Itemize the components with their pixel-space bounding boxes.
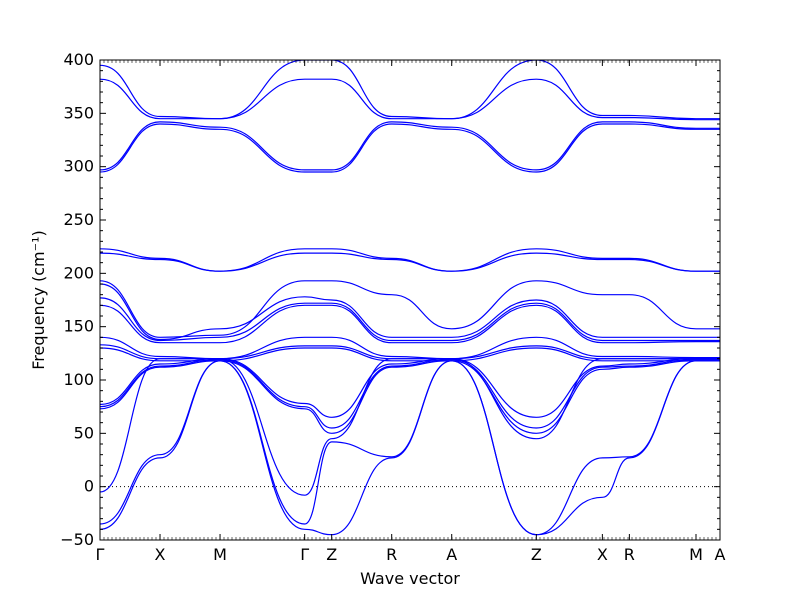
x-tick-label: X — [597, 545, 608, 564]
x-tick-label: R — [386, 545, 397, 564]
band-line-9 — [100, 297, 720, 342]
y-tick-label: 150 — [63, 317, 94, 336]
band-line-8 — [100, 283, 720, 341]
band-line-3 — [100, 121, 720, 171]
y-axis-title: Frequency (cm⁻¹) — [29, 230, 48, 369]
band-line-7 — [100, 280, 720, 338]
band-line-19 — [100, 360, 720, 536]
x-tick-label: Γ — [96, 545, 105, 564]
band-line-18 — [100, 360, 720, 536]
y-tick-label: −50 — [60, 530, 94, 549]
y-axis: −50 0 50 100 150 200 250 300 350 400 — [60, 50, 720, 549]
y-tick-label: 400 — [63, 50, 94, 69]
band-line-1 — [100, 60, 720, 120]
band-line-16 — [100, 360, 720, 434]
x-tick-label: A — [715, 545, 726, 564]
x-tick-label: M — [689, 545, 703, 564]
y-tick-label: 350 — [63, 103, 94, 122]
x-tick-label: Z — [326, 545, 337, 564]
y-tick-label: 250 — [63, 210, 94, 229]
band-line-6 — [100, 252, 720, 272]
band-line-15 — [100, 359, 720, 429]
x-tick-label: Γ — [300, 545, 309, 564]
y-tick-label: 300 — [63, 157, 94, 176]
band-line-17 — [100, 358, 720, 496]
x-tick-label: Z — [531, 545, 542, 564]
y-tick-label: 0 — [84, 477, 94, 496]
y-tick-label: 200 — [63, 263, 94, 282]
series-layer — [100, 60, 720, 536]
band-line-2 — [100, 78, 720, 121]
band-line-10 — [100, 304, 720, 344]
x-tick-label: A — [446, 545, 457, 564]
y-tick-label: 100 — [63, 370, 94, 389]
band-line-4 — [100, 123, 720, 173]
x-axis-title: Wave vector — [360, 569, 460, 588]
y-tick-label: 50 — [74, 423, 94, 442]
x-tick-label: R — [624, 545, 635, 564]
plot-area-frame — [99, 59, 721, 541]
x-tick-label: M — [213, 545, 227, 564]
x-tick-label: X — [155, 545, 166, 564]
